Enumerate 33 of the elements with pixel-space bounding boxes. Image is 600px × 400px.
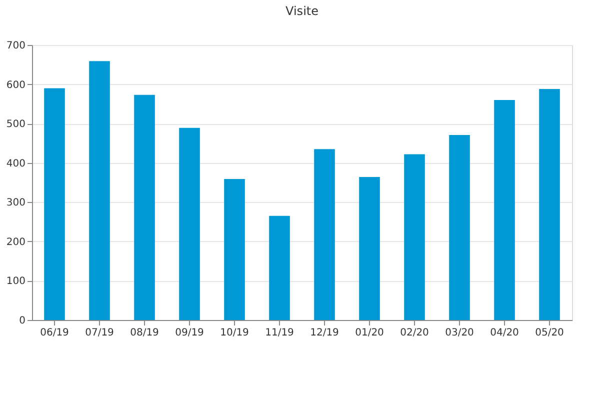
bar	[359, 177, 380, 320]
y-tick-label: 300	[6, 198, 26, 209]
x-tick-label: 01/20	[355, 328, 384, 338]
bar	[89, 61, 110, 320]
x-tick-label: 03/20	[445, 328, 474, 338]
bar	[539, 89, 560, 320]
chart-title: Visite	[286, 4, 318, 18]
x-tick-label: 04/20	[490, 328, 519, 338]
bar	[269, 216, 290, 320]
bar	[224, 178, 245, 320]
y-tick-label: 700	[6, 40, 26, 52]
y-tick-label: 100	[6, 276, 26, 288]
x-tick-label: 02/20	[400, 328, 429, 338]
x-tick-label: 10/19	[220, 328, 249, 338]
x-tick-label: 05/20	[535, 328, 564, 338]
x-tick-label: 12/19	[310, 328, 339, 338]
y-tick-label: 400	[6, 158, 26, 170]
y-tick-label: 600	[6, 80, 26, 91]
bar	[494, 100, 515, 320]
bar	[449, 134, 470, 320]
x-tick-label: 11/19	[265, 328, 294, 338]
bar	[404, 154, 425, 320]
bar	[44, 88, 65, 320]
bar	[179, 128, 200, 320]
x-tick-label: 07/19	[85, 328, 114, 338]
y-tick-label: 200	[6, 236, 26, 248]
y-tick-label: 500	[6, 119, 26, 130]
bar	[314, 149, 335, 320]
x-tick-label: 06/19	[40, 328, 69, 338]
x-tick-label: 09/19	[175, 328, 204, 338]
y-tick-label: 0	[19, 316, 26, 326]
bar	[134, 94, 155, 320]
x-tick-label: 08/19	[130, 328, 159, 338]
